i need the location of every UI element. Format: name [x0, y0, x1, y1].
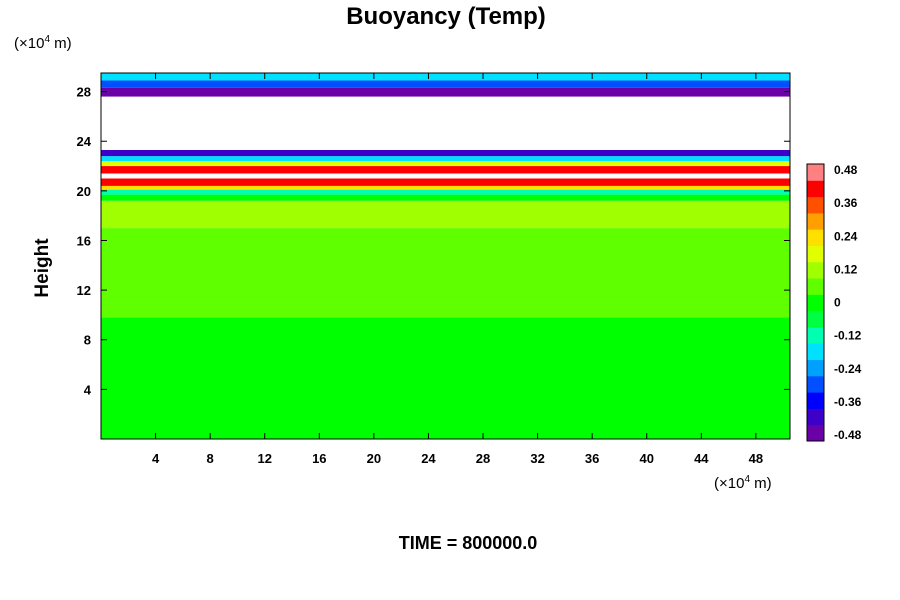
- colorbar-swatch-16: [807, 164, 824, 181]
- y-tick-label-3: 16: [77, 233, 91, 248]
- x-tick-label-11: 48: [749, 451, 763, 466]
- x-tick-label-5: 24: [421, 451, 436, 466]
- colorbar-swatch-14: [807, 196, 824, 214]
- x-unit-label: (×104 m): [714, 474, 772, 492]
- colorbar-tick-label-1: 0.36: [834, 196, 858, 210]
- colorbar-swatch-12: [807, 229, 824, 246]
- colorbar-swatch-2: [807, 392, 824, 409]
- heatmap-layer-11: [101, 156, 790, 162]
- heatmap-layer-15: [101, 80, 790, 88]
- colorbar-swatch-4: [807, 359, 824, 377]
- x-tick-label-10: 44: [694, 451, 709, 466]
- heatmap-layer-6: [101, 185, 790, 190]
- colorbar-tick-label-0: 0.48: [834, 163, 858, 177]
- y-tick-label-2: 12: [77, 283, 91, 298]
- y-tick-label-0: 4: [84, 382, 92, 397]
- colorbar-tick-label-5: -0.12: [834, 329, 862, 343]
- heatmap-layer-4: [101, 194, 790, 201]
- x-tick-label-6: 28: [476, 451, 490, 466]
- colorbar-swatch-5: [807, 343, 824, 361]
- heatmap-layers: [101, 73, 790, 439]
- heatmap-layer-12: [101, 149, 790, 157]
- colorbar-swatch-6: [807, 326, 824, 344]
- heatmap-layer-8: [101, 173, 790, 179]
- x-tick-label-1: 8: [207, 451, 214, 466]
- chart-title: Buoyancy (Temp): [346, 3, 546, 30]
- colorbar-tick-label-6: -0.24: [834, 362, 862, 376]
- y-axis-label: Height: [32, 238, 53, 298]
- heatmap-layer-1: [101, 302, 790, 318]
- heatmap-layer-2: [101, 228, 790, 303]
- time-label: TIME = 800000.0: [399, 533, 538, 553]
- colorbar-swatch-10: [807, 261, 824, 279]
- y-ticks: 4 8 12 16 20 24 28: [77, 85, 790, 397]
- heatmap-layer-10: [101, 161, 790, 167]
- colorbar-tick-label-2: 0.24: [834, 229, 858, 243]
- heatmap-layer-13: [101, 96, 790, 150]
- colorbar-swatch-8: [807, 294, 824, 312]
- colorbar-swatch-7: [807, 310, 824, 328]
- colorbar: 0.48 0.36 0.24 0.12 0 -0.12 -0.24 -0.36 -0.48: [806, 163, 862, 442]
- heatmap-layer-0: [101, 317, 790, 439]
- y-tick-label-4: 20: [77, 184, 91, 199]
- y-tick-label-5: 24: [77, 134, 92, 149]
- x-tick-label-2: 12: [257, 451, 271, 466]
- colorbar-frame: [806, 163, 825, 442]
- heatmap-layer-16: [101, 73, 790, 81]
- colorbar-tick-label-3: 0.12: [834, 262, 858, 276]
- heatmap-layer-7: [101, 178, 790, 186]
- colorbar-swatch-0: [807, 424, 824, 442]
- colorbar-swatch-1: [807, 408, 824, 426]
- colorbar-tick-label-7: -0.36: [834, 395, 862, 409]
- x-tick-label-8: 36: [585, 451, 599, 466]
- colorbar-swatch-13: [807, 212, 824, 230]
- y-unit-label: (×104 m): [14, 34, 72, 52]
- heatmap-layer-5: [101, 189, 790, 195]
- colorbar-swatch-15: [807, 180, 824, 198]
- heatmap-layer-3: [101, 200, 790, 229]
- x-tick-label-0: 4: [152, 451, 160, 466]
- colorbar-swatch-11: [807, 245, 824, 263]
- plot-frame: [100, 72, 791, 440]
- colorbar-swatch-3: [807, 375, 824, 393]
- y-tick-label-6: 28: [77, 85, 91, 100]
- heatmap-layer-9: [101, 166, 790, 174]
- x-tick-label-4: 20: [367, 451, 381, 466]
- colorbar-tick-label-4: 0: [834, 296, 841, 310]
- heatmap-layer-14: [101, 87, 790, 97]
- colorbar-tick-label-8: -0.48: [834, 428, 862, 442]
- x-tick-label-9: 40: [640, 451, 654, 466]
- x-ticks: 4 8 12 16 20 24 28 32 36 40 44 48: [152, 73, 763, 466]
- y-tick-label-1: 8: [84, 333, 91, 348]
- colorbar-swatch-9: [807, 278, 824, 295]
- x-tick-label-7: 32: [530, 451, 544, 466]
- x-tick-label-3: 16: [312, 451, 326, 466]
